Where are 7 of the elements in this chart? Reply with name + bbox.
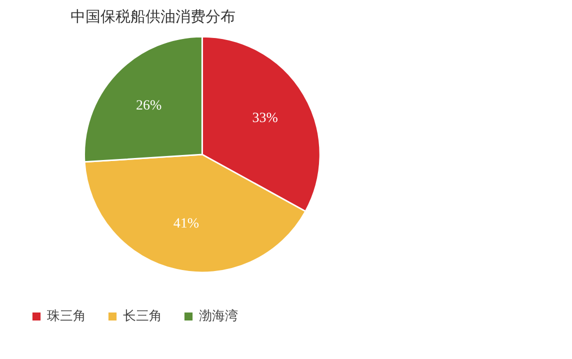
- data-label: 26%: [136, 98, 162, 114]
- legend-label: 渤海湾: [199, 308, 238, 325]
- data-label: 41%: [173, 216, 200, 232]
- legend-label: 长三角: [123, 308, 162, 325]
- legend-label: 珠三角: [47, 308, 86, 325]
- chart-title: 中国保税船供油消费分布: [70, 8, 236, 26]
- data-label: 33%: [252, 110, 278, 126]
